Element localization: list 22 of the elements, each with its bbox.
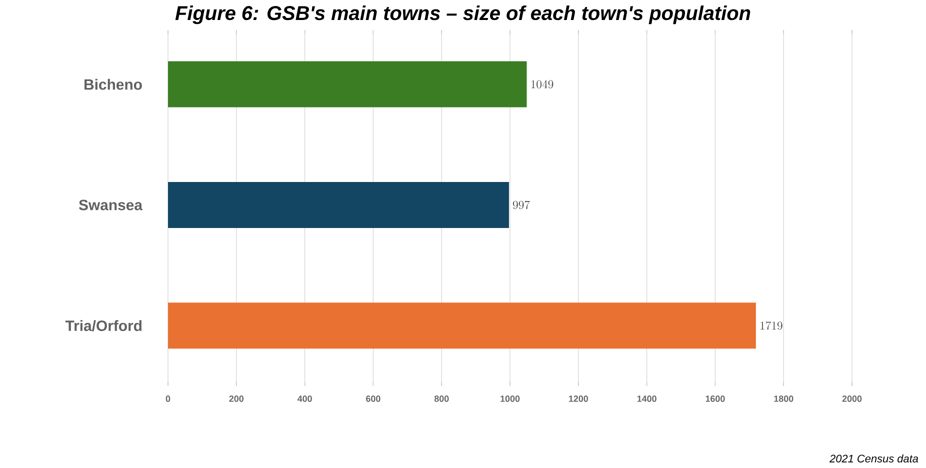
y-tick-label: Bicheno (84, 78, 142, 90)
x-tick-label: 1800 (774, 396, 794, 402)
data-label: 1049 (531, 80, 554, 88)
chart-title: Figure 6: GSB's main towns – size of each town's population (175, 6, 750, 24)
x-tick-label: 1200 (568, 396, 588, 402)
bar (168, 182, 509, 228)
data-label: 1719 (760, 321, 782, 330)
data-label: 997 (512, 200, 530, 210)
x-tick-label: 400 (297, 396, 312, 402)
x-tick-label: 1600 (706, 396, 725, 402)
y-tick-label: Tria/Orford (65, 320, 142, 332)
x-tick-label: 1400 (637, 396, 656, 402)
x-tick-label: 1000 (500, 396, 520, 402)
bar (168, 302, 756, 349)
bar (168, 61, 527, 108)
x-tick-label: 800 (434, 396, 449, 402)
x-tick-label: 0 (166, 396, 170, 402)
text: 2021 Census data (829, 454, 918, 462)
x-tick-label: 600 (366, 396, 380, 402)
x-tick-label: 200 (229, 396, 244, 402)
y-tick-label: Swansea (78, 200, 143, 210)
x-tick-label: 2000 (842, 396, 862, 402)
